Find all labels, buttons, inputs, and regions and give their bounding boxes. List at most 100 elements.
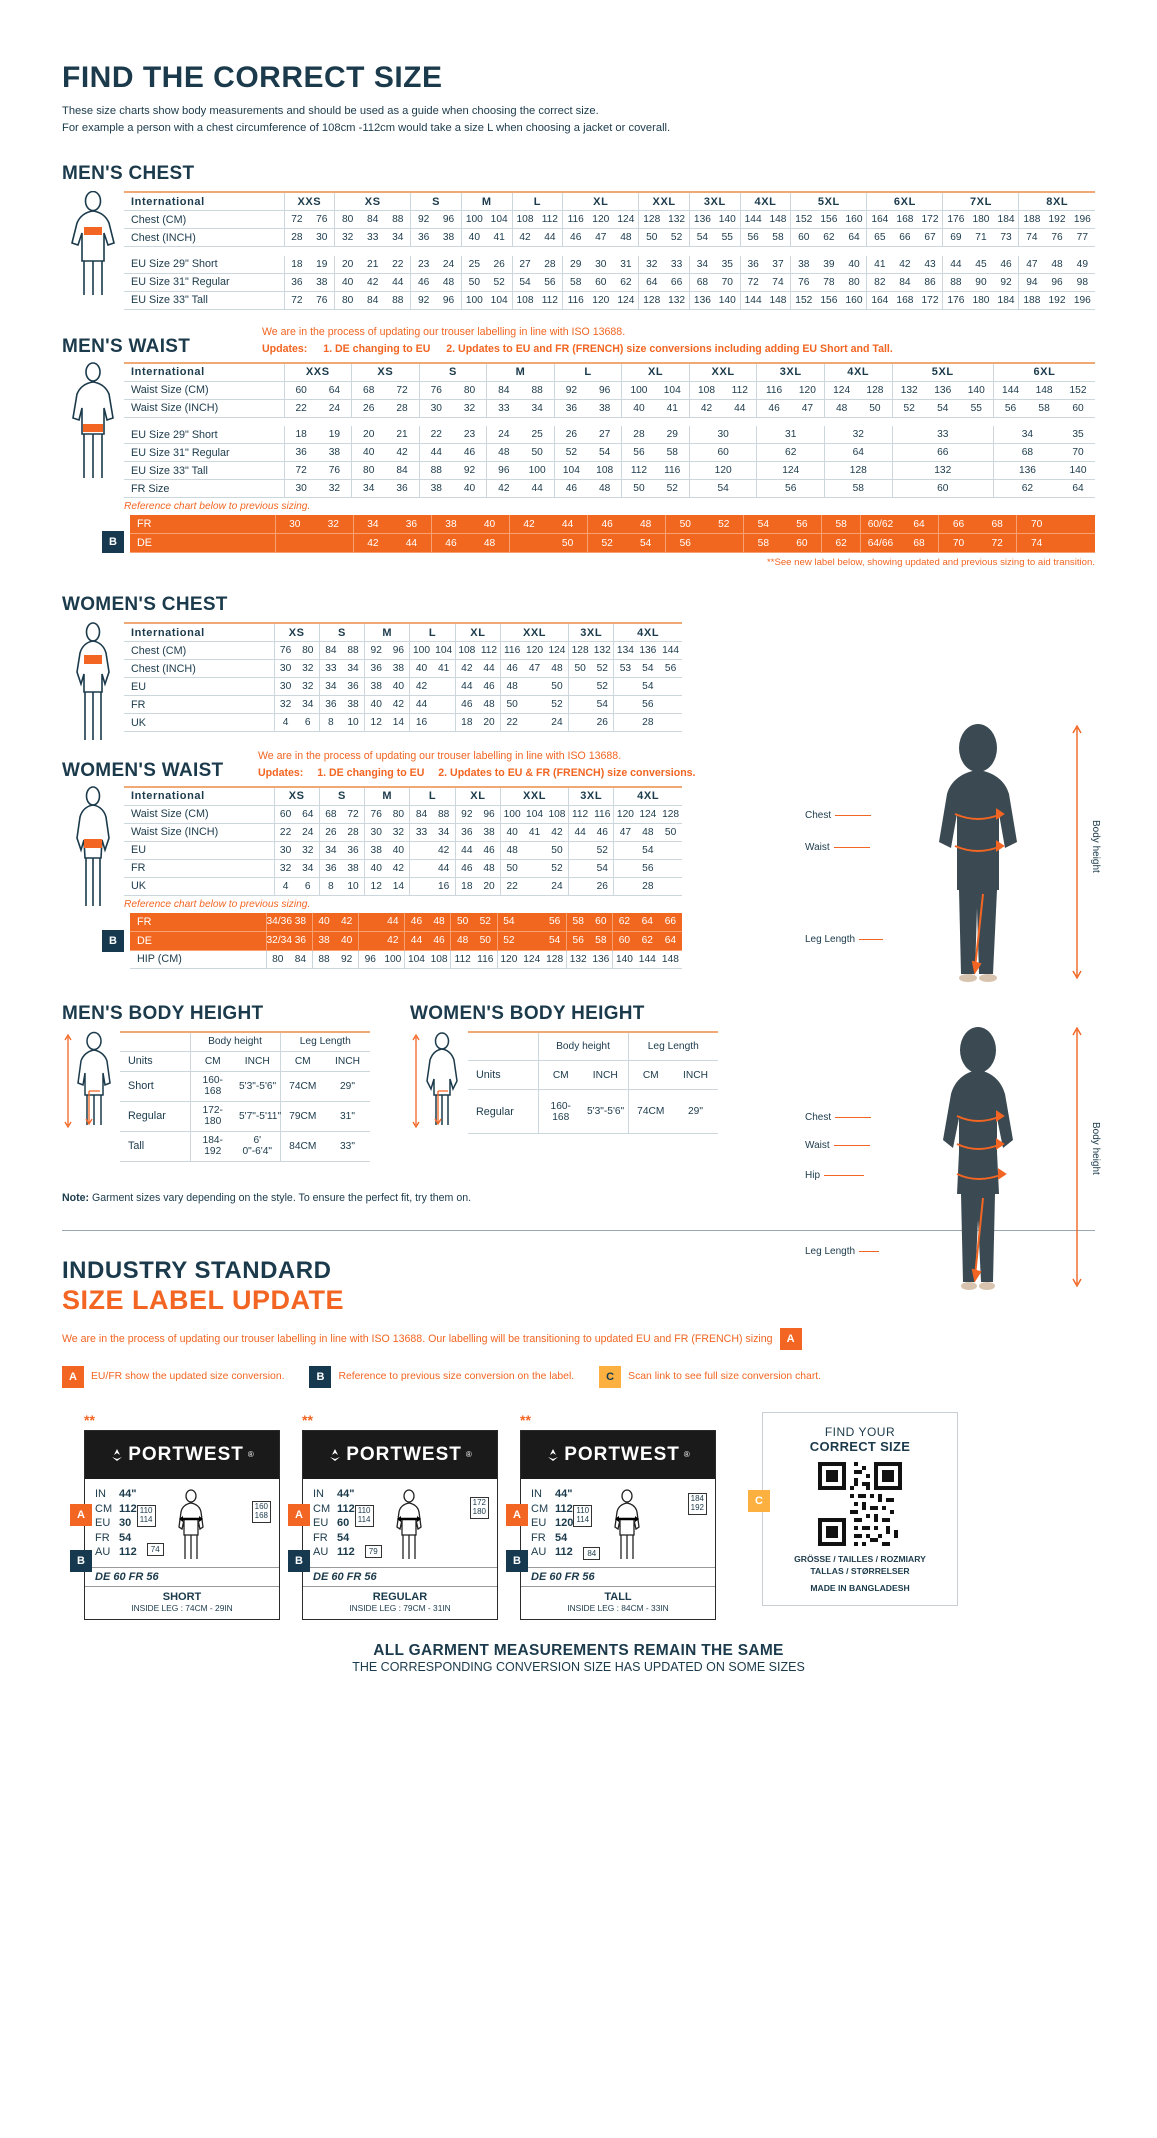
cell: 25 [520, 426, 555, 445]
cell [523, 695, 546, 715]
cell: 196 [1069, 291, 1095, 310]
cell: 8 [318, 713, 342, 733]
group-header: Body height [190, 1031, 281, 1052]
leg-callout: 74 [146, 1542, 164, 1556]
cell [613, 859, 637, 878]
sub-header: Units [468, 1060, 539, 1091]
registered-mark: ® [683, 1450, 690, 1460]
womens-chest-block: International XS S M L XL XXL 3XL 4XL Ch… [62, 622, 682, 741]
cell: 42 [409, 677, 433, 697]
cell [568, 859, 592, 878]
previous-size-line: DE 60 FR 56 [521, 1566, 715, 1586]
label-footer: SHORT INSIDE LEG : 74CM - 29IN [85, 1585, 279, 1619]
cell: 62 [635, 931, 659, 951]
size-header: 4XL [613, 786, 682, 806]
qr-code-icon[interactable] [818, 1461, 902, 1546]
update-1: 1. DE changing to EU [323, 342, 431, 355]
cell: 96 [436, 291, 462, 310]
cell: 36 [318, 695, 342, 715]
cell: 44 [568, 823, 592, 842]
cell: 77 [1069, 228, 1095, 248]
cell: 79CM [280, 1101, 325, 1132]
waist-max: 114 [576, 1514, 590, 1524]
cell: 12 [364, 877, 388, 896]
cell: 47 [523, 659, 546, 679]
spec-key: CM [313, 1502, 331, 1515]
cell: 124 [520, 950, 544, 969]
cell: 27 [511, 255, 538, 274]
cell: 46 [500, 659, 524, 679]
cell: 48 [626, 515, 666, 535]
spec-value: 60 [337, 1517, 350, 1530]
qr-block: C FIND YOUR CORRECT SIZE [748, 1411, 958, 1606]
cell: 64 [824, 443, 893, 463]
size-header: L [409, 623, 456, 643]
cell: 172 [917, 291, 943, 310]
male-height-figure [62, 1031, 120, 1162]
cell: 42 [511, 228, 538, 248]
legend-text: EU/FR show the updated size conversion. [91, 1371, 285, 1383]
cell: 44 [477, 659, 501, 679]
cell: 54 [591, 859, 614, 878]
cell: 112 [568, 805, 592, 824]
cell: 128 [659, 805, 682, 824]
cell [357, 931, 382, 951]
cell: 10 [341, 713, 365, 733]
cell: 38 [289, 912, 313, 932]
cell: 100 [381, 950, 405, 969]
cell: 160 [841, 210, 867, 230]
cell: 46 [454, 859, 478, 878]
cell: 100 [460, 291, 487, 310]
size-header: M [364, 786, 410, 806]
cell: 28 [283, 228, 310, 248]
cell: 34 [432, 823, 456, 842]
cell: 24 [545, 877, 569, 896]
cell: 104 [486, 291, 513, 310]
row-label: FR [130, 912, 266, 932]
badge-a: A [779, 1327, 802, 1350]
table-row: EU Size 29" Short 18 19 20 21 22 23 24 25 26 … [124, 255, 1095, 274]
cell: 60 [588, 273, 614, 292]
spec-key: IN [95, 1487, 106, 1500]
spec-value: 54 [119, 1531, 132, 1544]
cell: 128 [638, 291, 665, 310]
cell: 24 [486, 426, 521, 445]
cell: 62 [756, 443, 825, 463]
cell: 52 [591, 677, 614, 697]
cell: 47 [1018, 255, 1045, 274]
cell: 48 [477, 695, 501, 715]
cell: 54 [588, 443, 622, 463]
size-header: XXS [283, 362, 352, 382]
row-label: Chest (CM) [124, 210, 284, 230]
cell: 42 [892, 255, 918, 274]
cell: 58 [655, 443, 690, 463]
cell: 58 [562, 273, 589, 292]
row-label: HIP (CM) [130, 950, 266, 969]
cell [659, 877, 682, 896]
cell: 168 [892, 210, 918, 230]
cell: 54 [591, 695, 614, 715]
cell: 120 [588, 291, 614, 310]
industry-title-1: INDUSTRY STANDARD [62, 1256, 332, 1284]
portwest-logo-icon [548, 1448, 559, 1461]
cell: 50 [548, 533, 588, 554]
callout-waist: Waist [805, 842, 830, 853]
row-label: Regular [120, 1101, 191, 1132]
size-header: 5XL [790, 192, 867, 212]
cell [523, 859, 546, 878]
cell: 34 [520, 399, 555, 418]
callout-body-height: Body height [1090, 820, 1101, 873]
cell: 80 [265, 950, 290, 969]
cell: 172-180 [190, 1101, 235, 1132]
qr-card[interactable]: FIND YOUR CORRECT SIZE [762, 1411, 958, 1606]
cell: 35 [714, 255, 741, 274]
cell [613, 713, 637, 733]
row-label: FR [124, 859, 274, 878]
spec-key: FR [531, 1531, 546, 1544]
cell: 60 [283, 381, 318, 400]
note-label: Note: [62, 1191, 90, 1204]
cell: 50 [858, 399, 893, 418]
cell: 180 [968, 210, 994, 230]
cell: 52 [473, 912, 498, 932]
